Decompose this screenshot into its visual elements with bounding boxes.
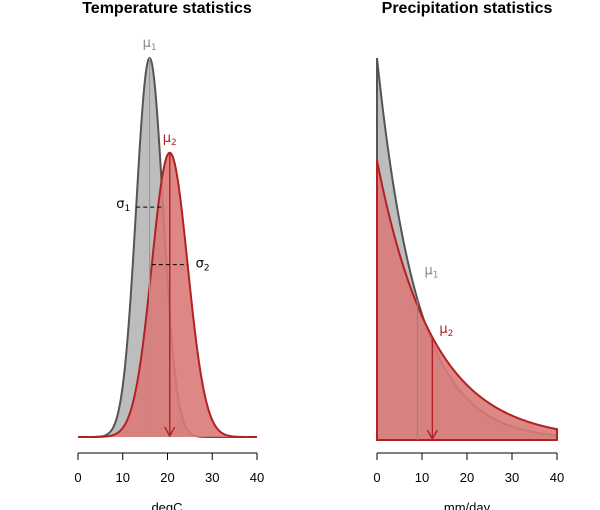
density-area-2 bbox=[78, 152, 257, 437]
x-tick-label: 0 bbox=[74, 470, 81, 485]
x-tick-label: 40 bbox=[550, 470, 564, 485]
mu2-label: μ2 bbox=[439, 322, 453, 339]
mean-arrow-2 bbox=[426, 429, 438, 441]
x-tick-label: 10 bbox=[415, 470, 429, 485]
sigma1-label: σ1 bbox=[116, 197, 130, 214]
x-tick-label: 20 bbox=[160, 470, 174, 485]
mu1-label: μ1 bbox=[425, 263, 439, 280]
x-tick-label: 0 bbox=[373, 470, 380, 485]
precipitation-chart-title: Precipitation statistics bbox=[382, 0, 553, 17]
x-tick-label: 10 bbox=[116, 470, 130, 485]
sigma2-label: σ2 bbox=[196, 257, 210, 274]
precipitation-x-axis-label: mm/day bbox=[444, 500, 491, 510]
mean-arrow-2 bbox=[164, 426, 176, 438]
density-area-2 bbox=[377, 160, 557, 441]
precipitation-plot-area: μ1 μ2 bbox=[376, 57, 558, 441]
x-tick-label: 30 bbox=[205, 470, 219, 485]
density-curve-2 bbox=[78, 151, 257, 438]
x-tick-label: 30 bbox=[505, 470, 519, 485]
temperature-x-axis: 0 10 20 30 40 bbox=[74, 452, 264, 485]
mu2-label: μ2 bbox=[163, 131, 177, 148]
temperature-plot-area: μ1 μ2 σ1 σ2 bbox=[78, 36, 257, 438]
temperature-x-axis-label: degC bbox=[151, 500, 182, 510]
temperature-panel: Temperature statistics μ1 μ2 σ1 σ2 0 10 20 30 4… bbox=[74, 0, 264, 510]
density-curve-2 bbox=[376, 160, 558, 441]
mu1-label: μ1 bbox=[143, 36, 157, 53]
precipitation-x-axis: 0 10 20 30 40 bbox=[373, 452, 564, 485]
x-tick-label: 20 bbox=[460, 470, 474, 485]
x-tick-label: 40 bbox=[250, 470, 264, 485]
temperature-chart-title: Temperature statistics bbox=[82, 0, 252, 17]
